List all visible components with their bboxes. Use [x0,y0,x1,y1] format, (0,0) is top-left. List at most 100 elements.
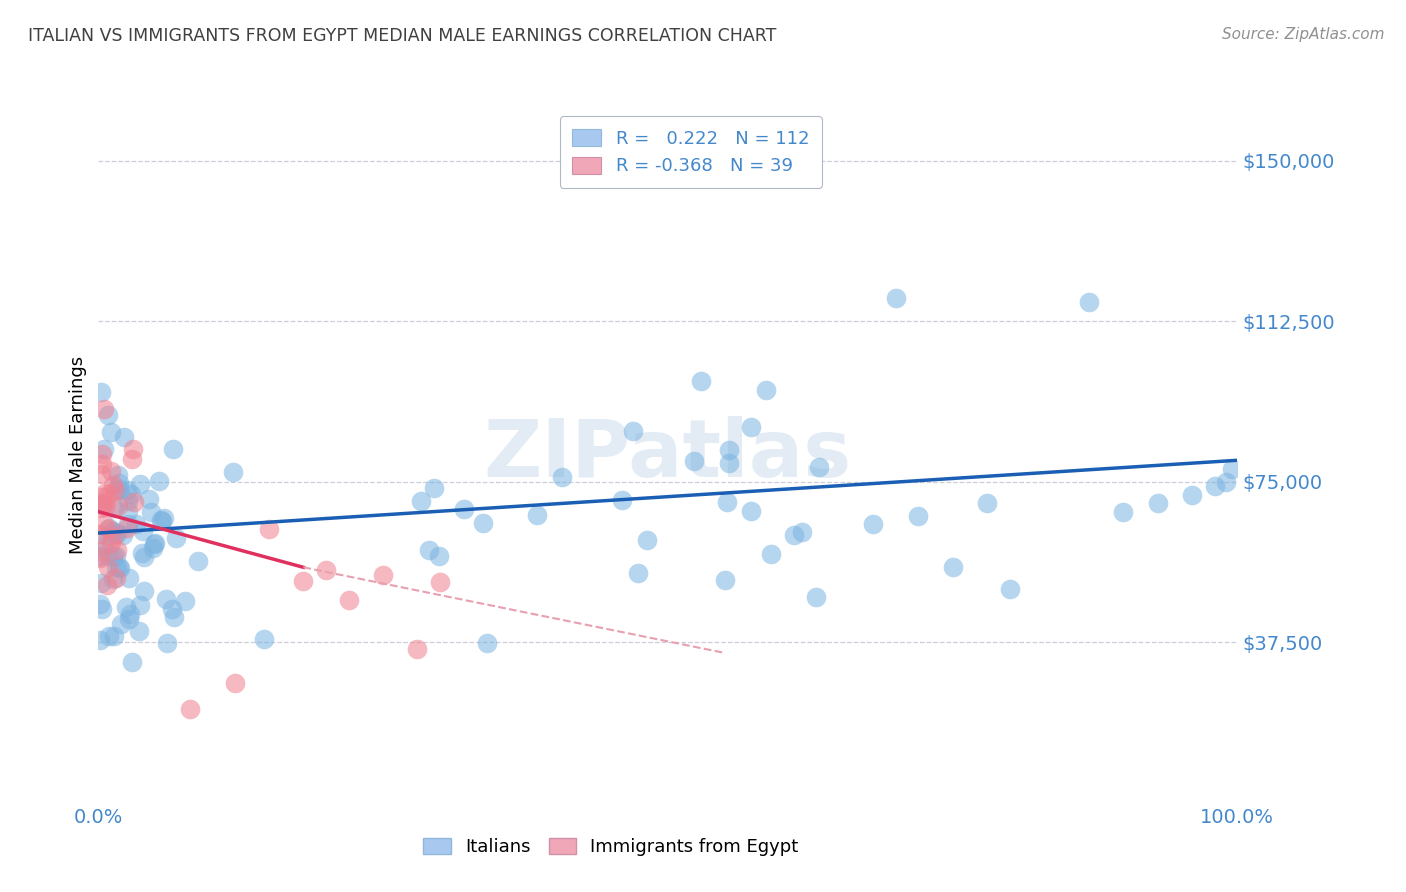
Point [907,508,929,523]
Point [94,495,117,509]
Point [740,504,762,518]
Point [315,563,337,577]
Point [976,496,998,510]
Point [807,459,830,474]
Point [155,591,177,606]
Point [90,467,112,481]
Point [453,502,475,516]
Point [621,424,644,438]
Point [90,490,112,504]
Point [89,496,111,510]
Point [427,549,450,564]
Point [755,384,778,398]
Point [105,542,128,557]
Point [108,483,131,497]
Point [125,516,148,531]
Text: ZIPatlas: ZIPatlas [484,416,852,494]
Point [91,601,114,615]
Point [718,443,741,458]
Point [162,442,184,456]
Point [418,542,440,557]
Point [148,475,170,489]
Point [782,528,804,542]
Point [107,476,129,491]
Point [429,574,451,589]
Point [115,599,138,614]
Point [142,537,165,551]
Point [103,501,125,516]
Point [174,594,197,608]
Point [160,602,183,616]
Y-axis label: Median Male Earnings: Median Male Earnings [69,356,87,554]
Point [90,385,112,400]
Point [118,571,141,585]
Point [337,593,360,607]
Point [108,560,131,574]
Point [87,527,110,541]
Point [97,487,120,501]
Point [526,508,548,523]
Point [179,701,201,715]
Point [103,573,125,587]
Point [224,676,246,690]
Point [718,456,741,470]
Point [93,516,115,531]
Point [690,374,713,388]
Point [163,610,186,624]
Point [93,540,115,554]
Point [551,470,574,484]
Point [93,401,115,416]
Point [107,467,129,482]
Point [804,591,827,605]
Point [714,573,737,587]
Point [91,447,114,461]
Point [90,497,112,511]
Point [118,612,141,626]
Point [97,629,120,643]
Point [97,549,120,563]
Point [637,533,659,548]
Point [141,505,163,519]
Point [103,524,125,538]
Point [122,495,145,509]
Point [143,535,166,549]
Point [104,483,127,497]
Point [165,531,187,545]
Point [97,408,120,422]
Point [105,559,128,574]
Point [142,541,165,555]
Point [138,492,160,507]
Point [97,522,120,536]
Point [759,547,782,561]
Point [117,494,139,508]
Point [112,528,135,542]
Point [104,571,127,585]
Point [117,483,139,497]
Point [108,560,131,574]
Point [129,476,152,491]
Point [89,549,111,563]
Point [107,482,129,496]
Point [93,442,115,457]
Point [150,514,173,528]
Point [683,454,706,468]
Point [1220,462,1243,476]
Point [128,624,150,638]
Point [94,500,117,515]
Point [90,500,112,515]
Point [120,487,142,501]
Point [222,465,245,479]
Point [100,536,122,550]
Point [128,598,150,612]
Text: ITALIAN VS IMMIGRANTS FROM EGYPT MEDIAN MALE EARNINGS CORRELATION CHART: ITALIAN VS IMMIGRANTS FROM EGYPT MEDIAN … [28,27,776,45]
Point [259,522,281,536]
Point [122,442,145,456]
Point [156,636,179,650]
Point [90,576,112,591]
Point [150,513,173,527]
Point [862,517,884,532]
Text: Source: ZipAtlas.com: Source: ZipAtlas.com [1222,27,1385,42]
Point [97,559,120,574]
Point [292,574,315,588]
Point [740,420,762,434]
